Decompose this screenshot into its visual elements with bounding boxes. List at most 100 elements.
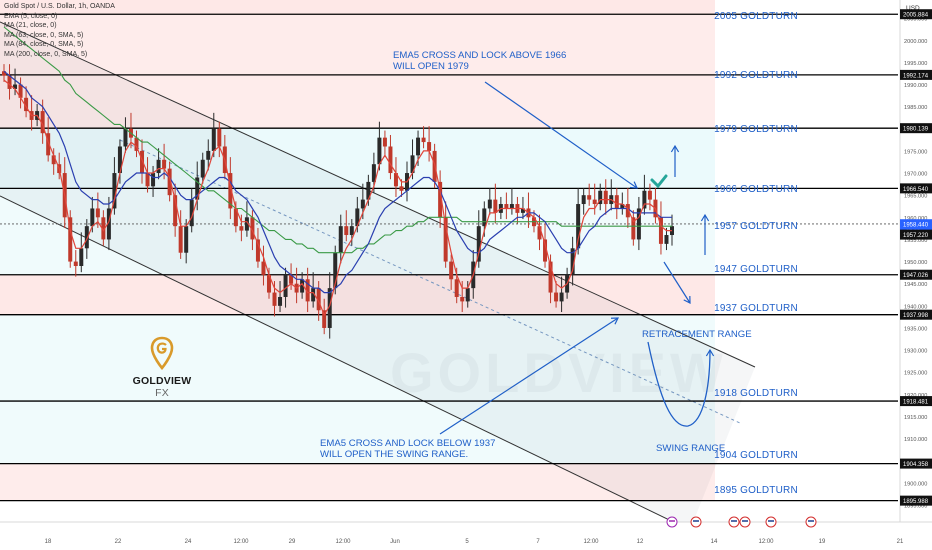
candle-body[interactable] — [493, 199, 498, 213]
candle-body[interactable] — [316, 288, 321, 311]
swing-curve[interactable] — [647, 341, 711, 427]
event-flag-icon[interactable] — [805, 516, 817, 528]
candle-body[interactable] — [101, 217, 106, 240]
ma21-line[interactable] — [3, 70, 672, 294]
candle-body[interactable] — [465, 288, 470, 302]
candle-body[interactable] — [195, 177, 200, 200]
candle-body[interactable] — [664, 235, 669, 244]
candle-body[interactable] — [13, 84, 18, 89]
candle-body[interactable] — [112, 173, 117, 209]
level-price-tag[interactable] — [900, 69, 932, 80]
secondary-price-tag[interactable] — [900, 229, 932, 240]
candle-body[interactable] — [289, 274, 294, 284]
candle-body[interactable] — [178, 226, 183, 253]
channel-upper-line[interactable] — [0, 21, 756, 368]
candle-body[interactable] — [509, 204, 514, 209]
candle-body[interactable] — [587, 195, 592, 200]
candle-body[interactable] — [211, 128, 216, 151]
level-price-tag[interactable] — [900, 495, 932, 506]
candle-body[interactable] — [327, 288, 332, 328]
candle-body[interactable] — [156, 159, 161, 174]
level-price-tag[interactable] — [900, 269, 932, 280]
candle-body[interactable] — [189, 199, 194, 227]
candle-body[interactable] — [338, 226, 343, 253]
candle-body[interactable] — [46, 133, 51, 156]
level-price-tag[interactable] — [900, 309, 932, 320]
candle-body[interactable] — [360, 199, 365, 209]
candle-body[interactable] — [366, 181, 371, 200]
candle-body[interactable] — [393, 173, 398, 187]
candle-body[interactable] — [261, 261, 266, 275]
event-flag-icon[interactable] — [666, 516, 678, 528]
candle-body[interactable] — [233, 208, 238, 227]
level-price-tag[interactable] — [900, 396, 932, 407]
candle-body[interactable] — [145, 173, 150, 187]
candle-body[interactable] — [427, 142, 432, 151]
arrow-down-1937[interactable] — [663, 261, 691, 304]
candle-body[interactable] — [244, 217, 249, 231]
candle-body[interactable] — [614, 195, 619, 209]
candle-body[interactable] — [117, 146, 122, 174]
event-flag-icon[interactable] — [728, 516, 740, 528]
candle-body[interactable] — [598, 190, 603, 205]
candle-body[interactable] — [79, 248, 84, 266]
candle-body[interactable] — [371, 164, 376, 182]
candle-body[interactable] — [184, 226, 189, 253]
candle-body[interactable] — [438, 181, 443, 218]
candle-body[interactable] — [200, 159, 205, 178]
candle-body[interactable] — [106, 208, 111, 240]
time-axis[interactable] — [0, 522, 932, 550]
candle-body[interactable] — [134, 137, 139, 151]
candle-body[interactable] — [355, 208, 360, 227]
candle-body[interactable] — [620, 204, 625, 209]
ema5-line[interactable] — [3, 79, 672, 317]
candle-body[interactable] — [416, 137, 421, 156]
candle-body[interactable] — [272, 292, 277, 306]
candle-body[interactable] — [162, 159, 167, 169]
candle-body[interactable] — [377, 137, 382, 165]
candle-body[interactable] — [443, 217, 448, 262]
candle-body[interactable] — [570, 248, 575, 275]
channel-lower-line[interactable] — [0, 195, 690, 530]
candle-body[interactable] — [421, 137, 426, 143]
candle-body[interactable] — [84, 226, 89, 249]
candle-body[interactable] — [382, 137, 387, 147]
candle-body[interactable] — [543, 239, 548, 262]
candle-body[interactable] — [300, 279, 305, 293]
level-price-tag[interactable] — [900, 123, 932, 134]
candle-body[interactable] — [283, 274, 288, 297]
candle-body[interactable] — [311, 288, 316, 302]
candle-body[interactable] — [322, 310, 327, 328]
candle-body[interactable] — [68, 217, 73, 262]
candle-body[interactable] — [250, 217, 255, 240]
candle-body[interactable] — [631, 217, 636, 240]
candle-body[interactable] — [460, 296, 465, 302]
ma63-line[interactable] — [3, 26, 672, 254]
legend-ma21[interactable]: MA (21, close, 0) — [4, 22, 57, 29]
candle-body[interactable] — [548, 261, 553, 293]
candle-body[interactable] — [24, 97, 29, 112]
candle-body[interactable] — [206, 150, 211, 160]
candle-body[interactable] — [228, 173, 233, 209]
candle-body[interactable] — [482, 208, 487, 227]
candle-body[interactable] — [476, 226, 481, 262]
candle-body[interactable] — [90, 208, 95, 227]
candle-body[interactable] — [7, 75, 12, 89]
legend-ma200[interactable]: MA (200, close, 0, SMA, 5) — [4, 50, 88, 58]
candle-body[interactable] — [217, 128, 222, 147]
event-flag-icon[interactable] — [690, 516, 702, 528]
candle-body[interactable] — [537, 226, 542, 240]
arrow-to-1966[interactable] — [484, 81, 638, 189]
level-price-tag[interactable] — [900, 183, 932, 194]
candle-body[interactable] — [95, 208, 100, 218]
candle-body[interactable] — [305, 279, 310, 302]
candle-body[interactable] — [388, 146, 393, 174]
event-flag-icon[interactable] — [739, 516, 751, 528]
candle-body[interactable] — [559, 292, 564, 302]
legend-ema5[interactable]: EMA (5, close, 0) — [4, 12, 58, 20]
candle-body[interactable] — [658, 217, 663, 244]
candle-body[interactable] — [399, 186, 404, 191]
candle-body[interactable] — [449, 261, 454, 280]
price-axis[interactable] — [900, 0, 932, 522]
